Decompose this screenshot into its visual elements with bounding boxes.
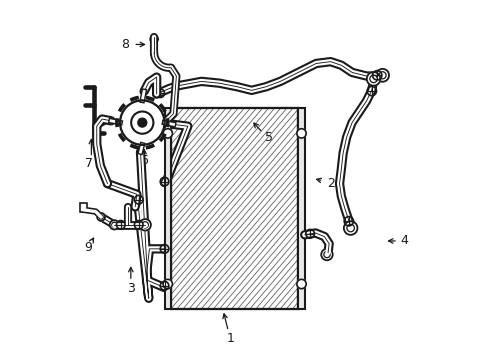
Bar xyxy=(171,108,298,309)
Text: 4: 4 xyxy=(400,234,407,247)
Circle shape xyxy=(97,213,105,221)
Circle shape xyxy=(120,100,164,145)
Text: 8: 8 xyxy=(121,38,129,51)
Text: 6: 6 xyxy=(140,154,148,167)
Circle shape xyxy=(343,221,357,235)
Circle shape xyxy=(321,249,332,260)
Bar xyxy=(298,108,304,309)
Text: 1: 1 xyxy=(226,332,234,345)
Text: 7: 7 xyxy=(84,157,92,170)
Circle shape xyxy=(139,219,151,230)
Text: 9: 9 xyxy=(83,241,92,254)
Circle shape xyxy=(375,69,388,82)
Circle shape xyxy=(163,279,172,289)
Text: 3: 3 xyxy=(126,282,135,295)
Text: 5: 5 xyxy=(264,131,272,144)
Circle shape xyxy=(296,129,305,138)
Circle shape xyxy=(131,112,153,134)
Circle shape xyxy=(109,220,119,229)
Circle shape xyxy=(163,129,172,138)
Bar xyxy=(164,108,171,309)
Bar xyxy=(80,203,86,212)
Circle shape xyxy=(138,118,146,127)
Circle shape xyxy=(366,72,380,86)
Text: 2: 2 xyxy=(326,177,335,190)
Circle shape xyxy=(296,279,305,289)
